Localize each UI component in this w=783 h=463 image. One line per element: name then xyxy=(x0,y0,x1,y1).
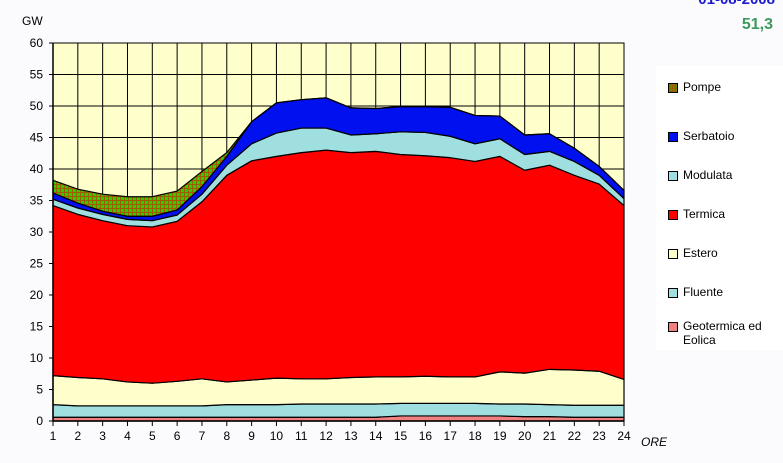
x-tick-label: 22 xyxy=(568,429,582,443)
x-tick-label: 10 xyxy=(270,429,284,443)
legend-item-serbatoio: Serbatoio xyxy=(668,129,773,143)
area-pompe xyxy=(52,97,625,217)
legend-swatch xyxy=(668,249,678,259)
x-tick-label: 3 xyxy=(99,429,106,443)
legend-item-geotermica-ed-eolica: Geotermica ed Eolica xyxy=(668,319,773,347)
y-tick-label: 25 xyxy=(30,257,44,271)
legend-label: Estero xyxy=(683,246,718,260)
x-tick-label: 4 xyxy=(124,429,131,443)
legend-swatch xyxy=(668,83,678,93)
x-tick-label: 1 xyxy=(50,429,57,443)
y-tick-label: 0 xyxy=(36,414,43,428)
legend-item-termica: Termica xyxy=(668,207,773,221)
x-tick-label: 21 xyxy=(543,429,557,443)
legend-swatch xyxy=(668,132,678,142)
x-tick-label: 2 xyxy=(74,429,81,443)
y-tick-label: 40 xyxy=(30,162,44,176)
y-tick-label: 50 xyxy=(30,99,44,113)
y-tick-label: 30 xyxy=(30,225,44,239)
y-tick-label: 5 xyxy=(36,383,43,397)
legend-label: Modulata xyxy=(683,168,733,182)
y-axis-label: GW xyxy=(22,14,43,28)
x-tick-label: 18 xyxy=(468,429,482,443)
legend-item-pompe: Pompe xyxy=(668,80,773,94)
x-tick-label: 20 xyxy=(518,429,532,443)
legend-item-modulata: Modulata xyxy=(668,168,773,182)
x-tick-label: 23 xyxy=(592,429,606,443)
x-tick-label: 24 xyxy=(617,429,631,443)
x-tick-label: 6 xyxy=(174,429,181,443)
x-tick-label: 7 xyxy=(199,429,206,443)
legend-item-fluente: Fluente xyxy=(668,285,773,299)
x-tick-label: 17 xyxy=(444,429,458,443)
peak-value: 51,3 xyxy=(741,16,773,33)
legend-label: Fluente xyxy=(683,285,724,299)
legend-label: Geotermica ed Eolica xyxy=(683,319,762,347)
x-tick-label: 13 xyxy=(344,429,358,443)
legend-swatch xyxy=(668,322,678,332)
legend-swatch xyxy=(668,210,678,220)
y-tick-label: 15 xyxy=(30,320,44,334)
y-tick-label: 60 xyxy=(30,36,44,50)
y-tick-label: 20 xyxy=(30,288,44,302)
x-tick-label: 19 xyxy=(493,429,507,443)
date-label: 01-08-2008 xyxy=(698,0,775,8)
x-tick-label: 12 xyxy=(319,429,333,443)
x-tick-label: 14 xyxy=(369,429,383,443)
x-tick-label: 15 xyxy=(394,429,408,443)
y-tick-label: 45 xyxy=(30,131,44,145)
y-tick-label: 55 xyxy=(30,68,44,82)
legend: Pompe Serbatoio Modulata Termica Estero Fluen… xyxy=(656,66,783,350)
y-tick-label: 10 xyxy=(30,351,44,365)
x-tick-label: 8 xyxy=(223,429,230,443)
legend-item-estero: Estero xyxy=(668,246,773,260)
x-axis-label: ORE xyxy=(641,435,668,449)
legend-label: Termica xyxy=(683,207,726,221)
x-tick-label: 16 xyxy=(419,429,433,443)
x-tick-label: 9 xyxy=(248,429,255,443)
legend-label: Pompe xyxy=(683,80,722,94)
x-tick-label: 11 xyxy=(295,429,308,443)
legend-swatch xyxy=(668,171,678,181)
y-tick-label: 35 xyxy=(30,194,44,208)
legend-label: Serbatoio xyxy=(683,129,735,143)
x-tick-label: 5 xyxy=(149,429,156,443)
legend-swatch xyxy=(668,288,678,298)
